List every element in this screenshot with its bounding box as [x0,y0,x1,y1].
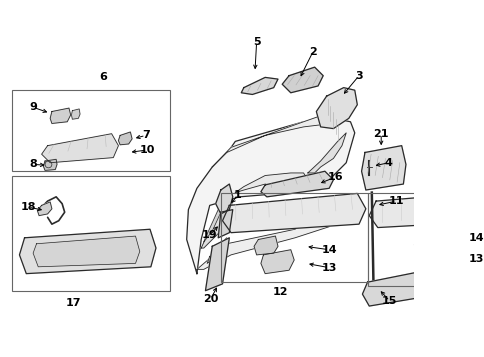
Bar [220,192,367,282]
Text: 3: 3 [354,71,362,81]
Polygon shape [37,202,52,216]
Polygon shape [71,109,80,119]
Polygon shape [414,248,456,272]
Text: 4: 4 [384,158,392,168]
Polygon shape [260,171,333,197]
Polygon shape [118,132,132,145]
Polygon shape [362,272,424,306]
Text: 20: 20 [202,294,218,304]
Polygon shape [361,146,405,190]
Polygon shape [197,212,333,270]
Polygon shape [42,134,118,163]
Polygon shape [50,108,71,124]
Polygon shape [212,111,333,167]
Polygon shape [33,236,139,267]
Text: 10: 10 [139,145,155,155]
Polygon shape [205,238,229,291]
Text: 15: 15 [381,296,396,306]
Bar [12,176,169,291]
Polygon shape [368,191,484,227]
Text: 18: 18 [20,202,36,212]
Text: 12: 12 [272,287,287,297]
Text: 19: 19 [201,230,217,240]
Text: 2: 2 [308,47,316,57]
Text: 6: 6 [99,72,107,82]
Text: 17: 17 [65,298,81,308]
Polygon shape [254,236,277,255]
Polygon shape [207,238,227,263]
Polygon shape [222,193,365,233]
Polygon shape [203,195,227,242]
Text: 9: 9 [29,102,37,112]
Text: 13b: 13b [468,254,484,264]
Text: 7: 7 [141,130,149,140]
Text: 21: 21 [373,129,388,139]
Polygon shape [307,133,346,173]
Text: 5: 5 [252,36,260,46]
Polygon shape [19,229,156,273]
Polygon shape [43,159,57,170]
Polygon shape [201,192,232,248]
Polygon shape [218,210,232,238]
Polygon shape [414,235,438,253]
Polygon shape [260,250,294,273]
Polygon shape [241,77,277,95]
Polygon shape [186,119,354,273]
Text: 1: 1 [233,190,241,200]
Bar [367,192,484,286]
Text: 13: 13 [321,263,336,273]
Text: 14: 14 [321,245,336,255]
Polygon shape [282,67,322,93]
Text: 8: 8 [29,160,37,170]
Text: 16: 16 [327,172,342,182]
Polygon shape [316,87,357,129]
Bar [12,90,169,171]
Polygon shape [235,173,307,192]
Text: 14b: 14b [468,233,484,243]
Polygon shape [215,184,232,214]
Text: 11: 11 [388,196,404,206]
